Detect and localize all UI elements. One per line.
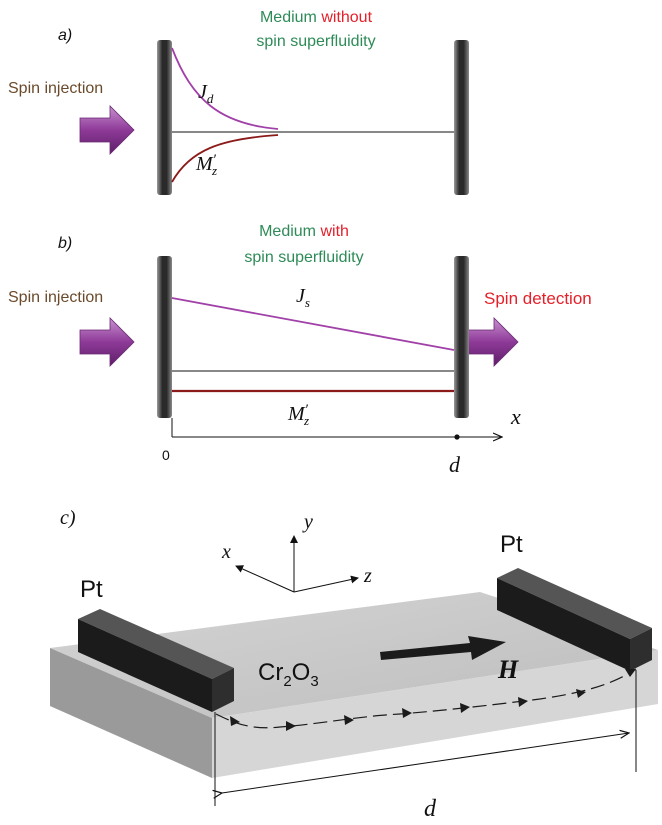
panel-a-magnetization-curve bbox=[171, 134, 279, 183]
panel-b-current-label: Js bbox=[296, 285, 310, 310]
field-arrow bbox=[380, 636, 506, 660]
field-label: H bbox=[497, 655, 519, 684]
panel-a-title-part2: without bbox=[320, 9, 372, 26]
panel-a-medium-title: Medium without bbox=[260, 9, 373, 26]
panel-b-label: b) bbox=[58, 235, 72, 252]
panel-b-title-part1: Medium bbox=[259, 223, 320, 240]
panel-b-current-line bbox=[171, 297, 455, 351]
panel-b-magnetization-label: M′ z bbox=[287, 402, 309, 428]
panel-b-axis-x-label: x bbox=[510, 404, 521, 429]
panel-b-injection-arrow bbox=[79, 317, 135, 367]
distance-label: d bbox=[424, 796, 437, 822]
panel-b-detection-label: Spin detection bbox=[484, 289, 592, 308]
panel-b-right-wall bbox=[454, 256, 469, 418]
panel-a-current-curve bbox=[171, 47, 279, 130]
left-pt-label: Pt bbox=[80, 576, 103, 603]
axis-z-label: z bbox=[363, 565, 372, 587]
spin-transport-arrowheads bbox=[230, 669, 636, 731]
panel-a-label: a) bbox=[58, 27, 72, 44]
panel-b-axis-end-label: d bbox=[449, 452, 461, 477]
panel-b: b) Medium with spin superfluidity Spin i… bbox=[8, 223, 592, 477]
panel-b-axis-origin-label: 0 bbox=[162, 447, 170, 463]
right-pt-electrode bbox=[497, 568, 652, 671]
panel-a-right-wall bbox=[454, 40, 469, 195]
panel-b-medium-title-line2: spin superfluidity bbox=[244, 249, 363, 266]
material-label: Cr2O3 bbox=[258, 659, 319, 690]
panel-a-injection-arrow bbox=[79, 105, 135, 155]
panel-a-injection-label: Spin injection bbox=[8, 80, 103, 97]
panel-c-label: c) bbox=[60, 507, 76, 529]
axis-x-label: x bbox=[221, 541, 231, 563]
panel-c: c) Pt Pt Cr2O3 H y x bbox=[50, 507, 658, 822]
panel-b-axis-d-dot bbox=[454, 434, 460, 440]
panel-a-medium-title-line2: spin superfluidity bbox=[256, 33, 375, 50]
panel-b-detection-arrow bbox=[467, 317, 519, 367]
left-pt-electrode bbox=[78, 609, 234, 712]
panel-b-left-wall bbox=[157, 256, 172, 418]
coordinate-axes: y x z bbox=[221, 511, 372, 593]
dimension-line bbox=[222, 733, 629, 793]
panel-b-injection-label: Spin injection bbox=[8, 289, 103, 306]
panel-a-current-label: Jd bbox=[198, 81, 214, 106]
panel-a-left-wall bbox=[157, 40, 172, 195]
panel-a-title-part1: Medium bbox=[260, 9, 321, 26]
panel-a-magnetization-label: M′ z bbox=[195, 152, 217, 178]
right-pt-label: Pt bbox=[500, 531, 523, 558]
panel-a: a) Medium without spin superfluidity Spi… bbox=[8, 9, 469, 195]
axis-y-label: y bbox=[302, 511, 313, 533]
slab-side-face bbox=[50, 648, 212, 778]
panel-b-title-part2: with bbox=[319, 223, 348, 240]
panel-b-medium-title: Medium with bbox=[259, 223, 349, 240]
